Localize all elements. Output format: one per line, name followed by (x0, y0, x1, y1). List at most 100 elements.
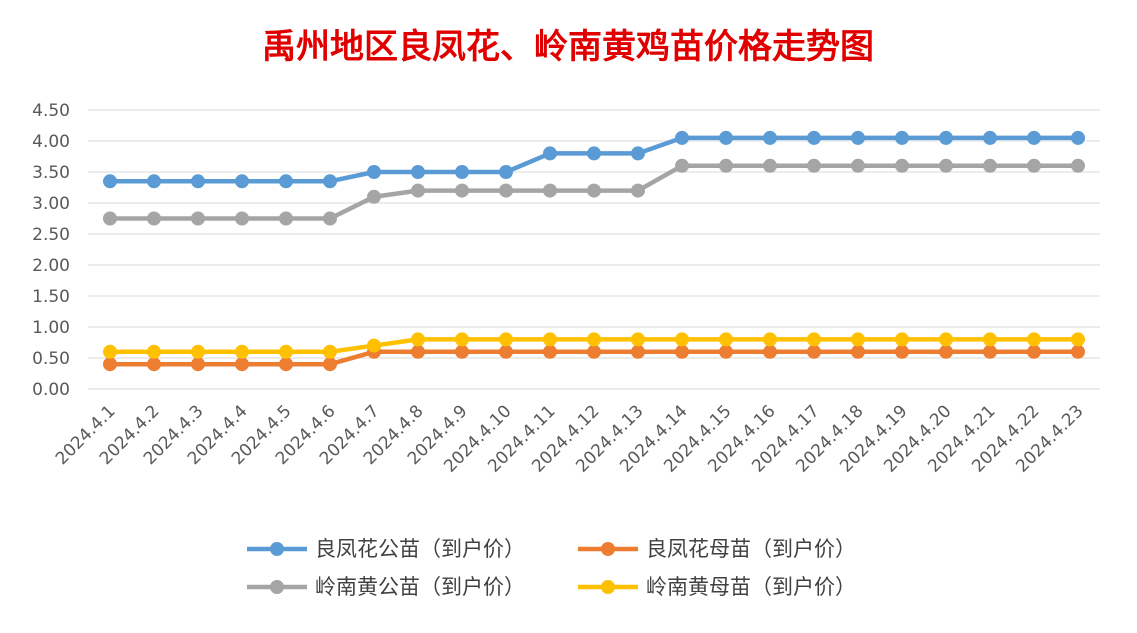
legend-label: 良凤花母苗（到户价） (646, 537, 856, 561)
data-point (631, 183, 645, 198)
y-tick-label: 4.00 (32, 132, 70, 152)
data-point (1027, 158, 1041, 173)
y-tick-label: 2.50 (32, 225, 70, 245)
legend-label: 良凤花公苗（到户价） (315, 537, 525, 561)
data-point (1027, 332, 1041, 347)
data-point (851, 158, 865, 173)
data-point (939, 344, 953, 359)
legend-item: 岭南黄公苗（到户价） (247, 575, 525, 599)
data-point (191, 174, 205, 189)
data-point (895, 332, 909, 347)
gridlines (88, 109, 1100, 390)
legend-swatch-marker (270, 580, 284, 594)
data-point (675, 332, 689, 347)
data-point (411, 332, 425, 347)
data-point (191, 357, 205, 372)
series-1 (103, 130, 1085, 189)
data-point (983, 130, 997, 145)
data-point (103, 174, 117, 189)
data-point (411, 183, 425, 198)
y-tick-label: 0.00 (32, 380, 70, 400)
data-point (191, 344, 205, 359)
data-point (411, 165, 425, 179)
data-point (851, 344, 865, 359)
data-point (543, 183, 557, 198)
data-point (455, 183, 469, 198)
series-2 (103, 344, 1085, 372)
y-tick-label: 1.00 (32, 318, 70, 338)
data-point (851, 130, 865, 145)
data-point (103, 357, 117, 372)
data-point (807, 344, 821, 359)
data-point (719, 158, 733, 173)
data-point (631, 344, 645, 359)
data-point (675, 344, 689, 359)
data-point (235, 211, 249, 226)
legend-swatch-marker (270, 542, 284, 556)
series-3 (103, 158, 1085, 226)
data-point (895, 344, 909, 359)
data-point (763, 344, 777, 359)
legend-swatch-marker (601, 580, 615, 594)
data-point (895, 130, 909, 145)
y-tick-label: 2.00 (32, 256, 70, 276)
data-point (939, 130, 953, 145)
legend-item: 良凤花公苗（到户价） (247, 537, 525, 561)
data-point (719, 344, 733, 359)
data-point (763, 158, 777, 173)
data-point (983, 344, 997, 359)
data-point (675, 130, 689, 145)
data-point (1071, 158, 1085, 173)
y-axis-ticks: 0.00 0.50 1.00 1.50 2.00 2.50 3.00 3.50 4.00 4.50 (32, 101, 70, 400)
chart-title: 禹州地区良凤花、岭南黄鸡苗价格走势图 (262, 27, 874, 67)
data-point (147, 211, 161, 226)
y-tick-label: 1.50 (32, 287, 70, 307)
data-point (983, 158, 997, 173)
data-point (587, 146, 601, 161)
data-point (103, 211, 117, 226)
data-point (323, 211, 337, 226)
data-point (807, 130, 821, 145)
data-point (323, 174, 337, 189)
y-tick-label: 3.00 (32, 194, 70, 214)
data-point (1071, 130, 1085, 145)
data-point (235, 344, 249, 359)
data-point (499, 344, 513, 359)
data-point (235, 357, 249, 372)
legend-label: 岭南黄母苗（到户价） (646, 575, 856, 599)
data-point (1027, 130, 1041, 145)
data-point (499, 165, 513, 179)
data-point (675, 158, 689, 173)
data-point (103, 344, 117, 359)
data-point (851, 332, 865, 347)
legend: 良凤花公苗（到户价） 良凤花母苗（到户价） 岭南黄公苗（到户价） 岭南黄母苗（到户价） (247, 537, 856, 599)
data-point (235, 174, 249, 189)
data-point (543, 332, 557, 347)
data-point (1071, 332, 1085, 347)
data-point (807, 158, 821, 173)
data-point (279, 357, 293, 372)
data-point (631, 332, 645, 347)
legend-swatch-marker (601, 542, 615, 556)
data-point (367, 165, 381, 179)
data-point (147, 174, 161, 189)
data-point (631, 146, 645, 161)
data-point (367, 338, 381, 353)
y-tick-label: 4.50 (32, 101, 70, 121)
legend-label: 岭南黄公苗（到户价） (315, 575, 525, 599)
data-point (323, 357, 337, 372)
legend-item: 岭南黄母苗（到户价） (578, 575, 856, 599)
data-point (147, 344, 161, 359)
data-point (1071, 344, 1085, 359)
data-point (1027, 344, 1041, 359)
series-4 (103, 332, 1085, 359)
y-tick-label: 0.50 (32, 349, 70, 369)
legend-item: 良凤花母苗（到户价） (578, 537, 856, 561)
data-point (587, 183, 601, 198)
data-point (719, 130, 733, 145)
data-point (147, 357, 161, 372)
y-tick-label: 3.50 (32, 163, 70, 183)
data-point (499, 332, 513, 347)
